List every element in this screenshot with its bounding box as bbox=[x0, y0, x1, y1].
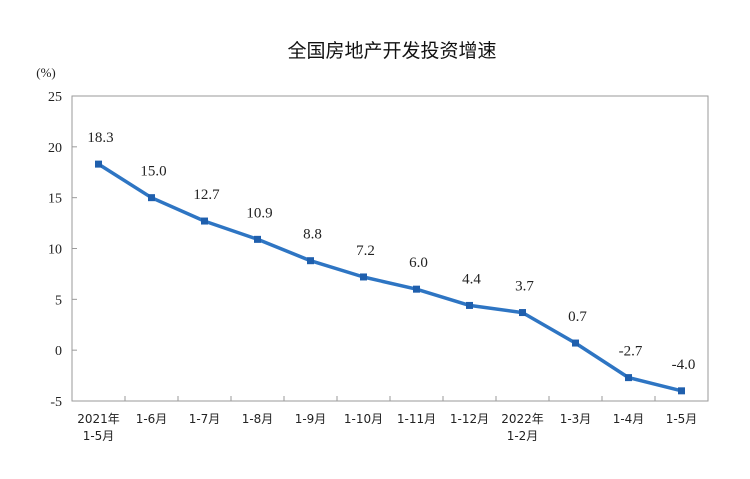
x-tick-label: 1-12月 bbox=[450, 412, 489, 426]
series-investment-growth bbox=[95, 160, 685, 395]
plot-frame bbox=[71, 95, 709, 402]
data-point bbox=[95, 160, 102, 168]
y-axis: 25 20 15 10 5 0 -5 bbox=[48, 90, 77, 410]
series-line bbox=[97, 162, 682, 393]
data-label: 6.0 bbox=[409, 255, 428, 271]
data-label: 10.9 bbox=[246, 205, 272, 221]
data-point bbox=[413, 285, 420, 293]
y-tick-label: 15 bbox=[48, 192, 62, 207]
data-point bbox=[625, 374, 632, 382]
y-tick-label: 5 bbox=[55, 293, 62, 308]
data-label: 8.8 bbox=[303, 227, 322, 243]
x-tick-label: 1-7月 bbox=[189, 412, 221, 426]
data-point bbox=[148, 194, 155, 202]
x-tick-label: 1-9月 bbox=[295, 412, 327, 426]
y-axis-unit: (%) bbox=[36, 65, 56, 80]
x-tick-label: 1-10月 bbox=[344, 412, 383, 426]
y-tick-label: 20 bbox=[48, 141, 62, 156]
data-label: -4.0 bbox=[672, 357, 696, 373]
data-label: 3.7 bbox=[515, 279, 534, 295]
data-label: 4.4 bbox=[462, 271, 481, 287]
x-tick-label: 1-5月 bbox=[83, 429, 115, 443]
x-tick-label: 1-11月 bbox=[397, 412, 436, 426]
data-point bbox=[307, 257, 314, 265]
y-tick-label: 10 bbox=[48, 243, 62, 258]
x-tick-label: 1-8月 bbox=[242, 412, 274, 426]
data-point bbox=[201, 217, 208, 225]
data-point bbox=[466, 301, 473, 309]
data-label: 12.7 bbox=[193, 187, 220, 203]
data-point bbox=[519, 309, 526, 317]
data-label: 0.7 bbox=[568, 309, 587, 325]
data-label: 7.2 bbox=[356, 243, 375, 259]
y-tick-label: 25 bbox=[48, 90, 62, 105]
x-tick-label: 1-6月 bbox=[136, 412, 168, 426]
x-tick-label: 1-5月 bbox=[666, 412, 698, 426]
chart-title: 全国房地产开发投资增速 bbox=[287, 40, 496, 62]
data-label: -2.7 bbox=[619, 344, 643, 360]
data-point bbox=[254, 235, 261, 243]
data-label: 18.3 bbox=[87, 130, 113, 146]
y-tick-label: 0 bbox=[55, 344, 62, 359]
y-tick-label: -5 bbox=[50, 395, 62, 410]
data-point bbox=[678, 387, 685, 395]
x-tick-label: 2022年 bbox=[501, 412, 544, 426]
x-axis: 2021年 1-5月 1-6月 1-7月 1-8月 1-9月 1-10月 1-11月 1-12月… bbox=[77, 396, 697, 443]
x-tick-label: 1-4月 bbox=[613, 412, 645, 426]
data-label: 15.0 bbox=[140, 164, 166, 180]
x-tick-label: 1-3月 bbox=[560, 412, 592, 426]
data-point bbox=[360, 273, 367, 281]
data-labels: 18.3 15.0 12.7 10.9 8.8 7.2 6.0 4.4 3.7 0.7 -2.7 -4… bbox=[87, 130, 695, 373]
data-point bbox=[572, 339, 579, 347]
x-tick-label: 2021年 bbox=[77, 412, 120, 426]
x-tick-label: 1-2月 bbox=[507, 429, 539, 443]
